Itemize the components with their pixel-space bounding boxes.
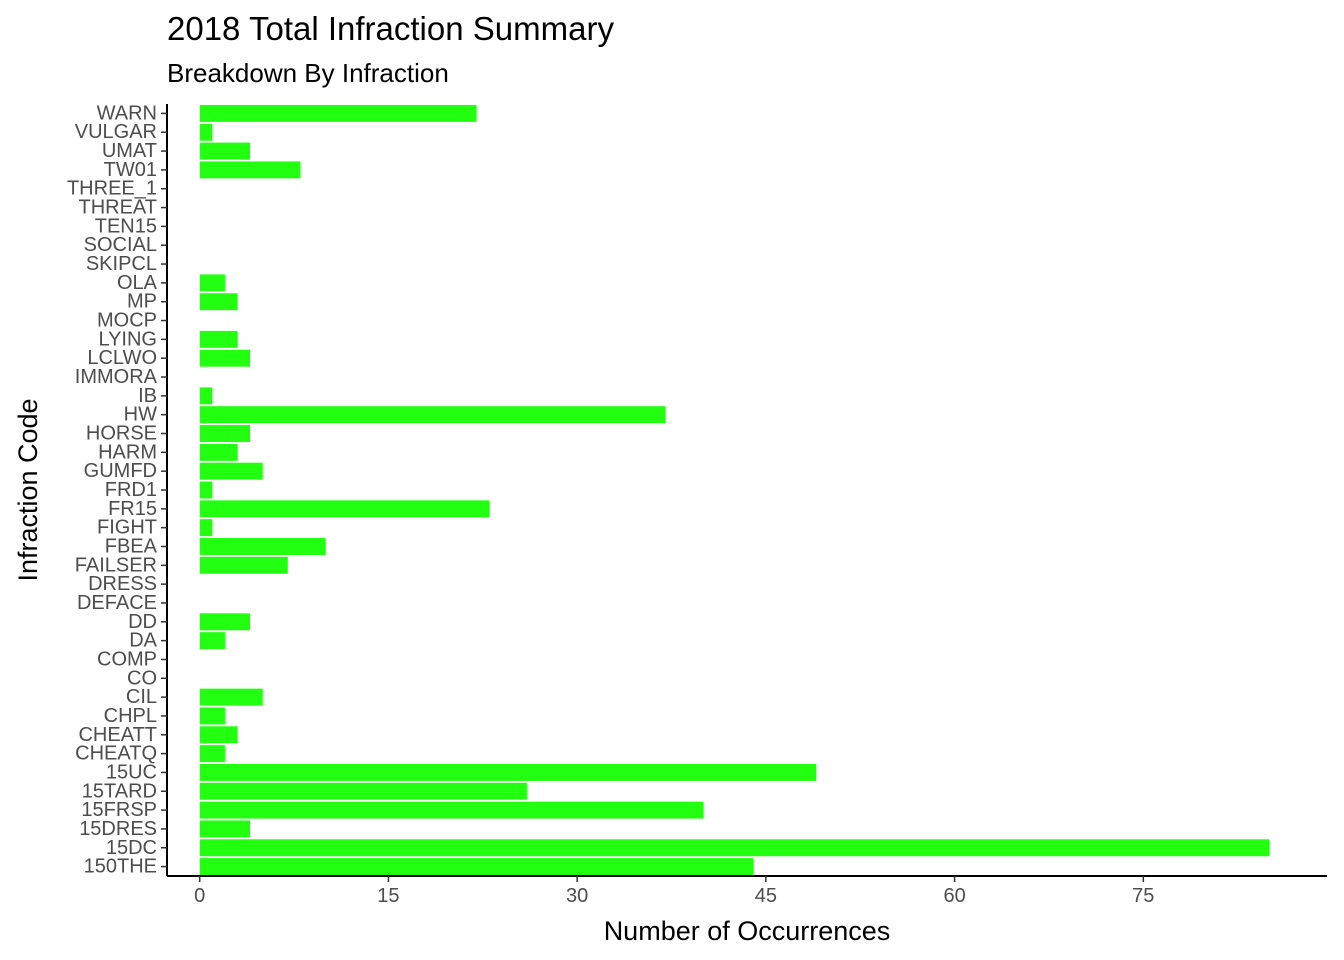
- bar-da: [199, 632, 225, 650]
- bar-harm: [199, 443, 238, 461]
- y-tick-label: IB: [138, 385, 157, 407]
- y-tick-label: CIL: [126, 686, 157, 708]
- y-tick-label: 15TARD: [82, 780, 157, 802]
- y-tick-label: 150THE: [84, 856, 157, 878]
- bar-gumfd: [199, 462, 263, 480]
- x-tick-label: 60: [943, 885, 965, 907]
- y-tick-label: DA: [129, 630, 157, 652]
- y-ticks-group: WARNVULGARUMATTW01THREE_1THREATTEN15SOCI…: [67, 102, 167, 878]
- bar-warn: [199, 104, 477, 122]
- y-tick-label: LCLWO: [87, 347, 157, 369]
- y-tick-label: DRESS: [88, 573, 157, 595]
- x-tick-label: 45: [755, 885, 777, 907]
- y-tick-label: THREAT: [78, 197, 157, 219]
- bar-vulgar: [199, 123, 213, 141]
- y-tick-label: THREE_1: [67, 178, 157, 200]
- y-tick-label: OLA: [117, 272, 158, 294]
- y-tick-label: UMAT: [102, 140, 157, 162]
- bar-failser: [199, 556, 288, 574]
- bar-dd: [199, 613, 251, 631]
- y-tick-label: TEN15: [95, 215, 157, 237]
- bar-cil: [199, 688, 263, 706]
- y-tick-label: FRD1: [105, 479, 157, 501]
- y-tick-label: LYING: [98, 328, 157, 350]
- bar-frd1: [199, 481, 213, 499]
- x-tick-label: 30: [566, 885, 588, 907]
- bar-fight: [199, 519, 213, 537]
- bar-lying: [199, 330, 238, 348]
- y-tick-label: DEFACE: [77, 592, 157, 614]
- bar-150the: [199, 858, 754, 876]
- y-tick-label: FAILSER: [75, 554, 157, 576]
- y-tick-label: TW01: [104, 159, 157, 181]
- bar-15tard: [199, 782, 527, 800]
- x-ticks-group: 0 15 30 45 60 75: [194, 876, 1154, 907]
- chart-subtitle: Breakdown By Infraction: [167, 58, 449, 88]
- y-tick-label: FR15: [108, 498, 157, 520]
- y-tick-label: HW: [124, 404, 157, 426]
- y-tick-label: 15DRES: [79, 818, 157, 840]
- y-tick-label: GUMFD: [84, 460, 157, 482]
- bar-15frsp: [199, 801, 703, 819]
- y-tick-label: MP: [127, 291, 157, 313]
- y-tick-label: MOCP: [97, 310, 157, 332]
- y-tick-label: 15FRSP: [81, 799, 157, 821]
- y-tick-label: 15DC: [106, 837, 157, 859]
- x-tick-label: 0: [194, 885, 205, 907]
- y-tick-label: 15UC: [106, 761, 157, 783]
- y-tick-label: HARM: [98, 441, 157, 463]
- chart-title: 2018 Total Infraction Summary: [167, 10, 614, 47]
- y-tick-label: CO: [127, 667, 157, 689]
- x-tick-label: 75: [1132, 885, 1154, 907]
- y-tick-label: FIGHT: [97, 517, 157, 539]
- bar-15dc: [199, 839, 1270, 857]
- y-tick-label: FBEA: [105, 535, 158, 557]
- y-tick-label: SKIPCL: [86, 253, 157, 275]
- y-tick-label: COMP: [97, 648, 157, 670]
- bar-15dres: [199, 820, 251, 838]
- y-tick-label: CHEATT: [78, 724, 157, 746]
- bar-cheatq: [199, 745, 225, 763]
- bar-ola: [199, 274, 225, 292]
- y-tick-label: HORSE: [86, 423, 157, 445]
- bar-tw01: [199, 161, 301, 179]
- bar-lclwo: [199, 349, 251, 367]
- bar-fbea: [199, 538, 326, 555]
- x-tick-label: 15: [377, 885, 399, 907]
- bar-cheatt: [199, 726, 238, 744]
- bar-horse: [199, 425, 251, 442]
- bar-umat: [199, 142, 251, 160]
- y-tick-label: CHPL: [104, 705, 157, 727]
- x-axis-label: Number of Occurrences: [604, 916, 891, 946]
- y-tick-label: SOCIAL: [84, 234, 157, 256]
- y-tick-label: IMMORA: [75, 366, 158, 388]
- bar-fr15: [199, 500, 490, 518]
- y-tick-label: DD: [128, 611, 157, 633]
- bar-mp: [199, 293, 238, 311]
- y-tick-label: WARN: [97, 102, 157, 124]
- bar-15uc: [199, 763, 817, 781]
- bar-ib: [199, 387, 213, 405]
- y-axis-label: Infraction Code: [13, 398, 43, 581]
- bars-group: [199, 104, 1270, 876]
- bar-hw: [199, 406, 666, 424]
- y-tick-label: VULGAR: [75, 121, 157, 143]
- bar-chpl: [199, 707, 225, 725]
- y-tick-label: CHEATQ: [75, 743, 157, 765]
